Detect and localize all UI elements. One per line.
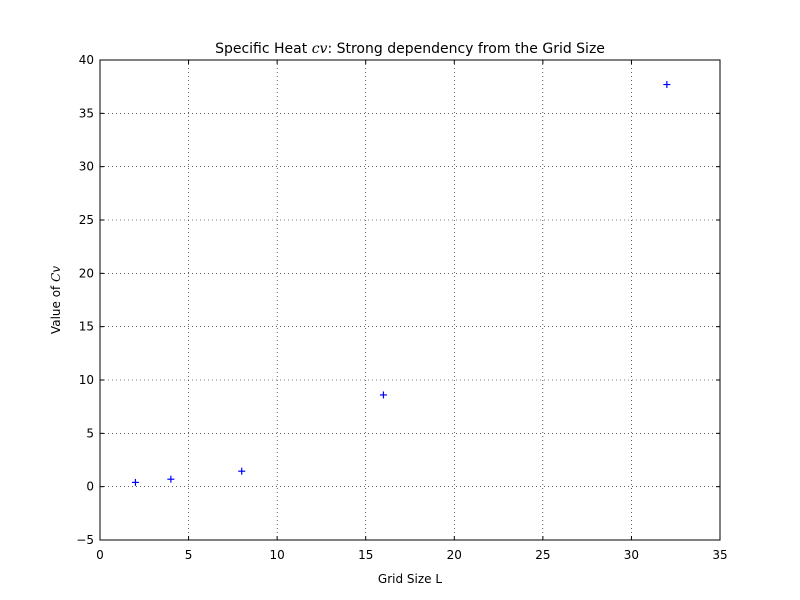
y-tick-label: 40 [79, 53, 94, 67]
data-point [663, 81, 671, 89]
y-tick-label: 10 [79, 373, 94, 387]
x-tick-label: 35 [712, 548, 727, 562]
title-prefix: Specific Heat [215, 41, 312, 57]
y-tick-label: 25 [79, 213, 94, 227]
x-tick-label: 5 [185, 548, 193, 562]
x-tick-label: 15 [358, 548, 373, 562]
x-tick-label: 30 [624, 548, 639, 562]
chart-title: Specific Heat cv: Strong dependency from… [215, 41, 605, 57]
y-tick-label: −5 [76, 533, 94, 547]
data-point [131, 478, 139, 486]
y-tick-labels: −5 0 5 10 15 20 25 30 35 40 [76, 53, 94, 547]
x-tick-label: 25 [535, 548, 550, 562]
title-suffix: : Strong dependency from the Grid Size [327, 41, 604, 57]
data-point [379, 391, 387, 399]
data-point [167, 475, 175, 483]
x-tick-label: 0 [96, 548, 104, 562]
plot-frame [99, 59, 721, 541]
y-axis-label: Value of Cv [49, 266, 63, 334]
data-point [238, 467, 246, 475]
ylabel-math: Cv [49, 266, 63, 282]
y-tick-label: 20 [79, 266, 94, 280]
x-tick-labels: 0 5 10 15 20 25 30 35 [96, 548, 727, 562]
y-tick-label: 35 [79, 106, 94, 120]
y-tick-label: 5 [86, 426, 94, 440]
x-tick-label: 20 [447, 548, 462, 562]
x-axis-label: Grid Size L [378, 572, 442, 586]
x-tick-label: 10 [270, 548, 285, 562]
ylabel-prefix: Value of [49, 282, 63, 334]
y-tick-label: 15 [79, 320, 94, 334]
title-math: cv [312, 41, 328, 57]
data-points [131, 81, 671, 486]
y-tick-label: 30 [79, 160, 94, 174]
y-tick-label: 0 [86, 480, 94, 494]
